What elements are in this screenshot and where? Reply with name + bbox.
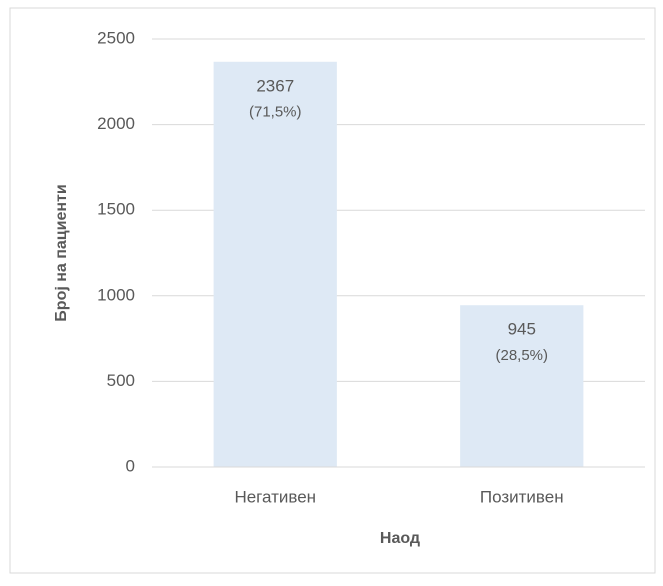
y-tick-label: 1000	[97, 285, 135, 304]
x-tick-label: Негативен	[234, 487, 316, 506]
y-tick-label: 1500	[97, 200, 135, 219]
value-label: 2367	[256, 76, 294, 95]
x-axis-title: Наод	[380, 530, 420, 547]
share-label: (28,5%)	[495, 347, 548, 364]
bar	[213, 61, 337, 468]
bar	[460, 305, 584, 467]
y-tick-label: 0	[126, 456, 135, 475]
value-label: 945	[508, 320, 536, 339]
x-tick-label: Позитивен	[480, 487, 564, 506]
y-tick-label: 500	[107, 371, 135, 390]
y-axis-title: Број на пациенти	[53, 184, 70, 321]
y-tick-label: 2500	[97, 28, 135, 47]
y-tick-label: 2000	[97, 114, 135, 133]
share-label: (71,5%)	[249, 104, 302, 121]
